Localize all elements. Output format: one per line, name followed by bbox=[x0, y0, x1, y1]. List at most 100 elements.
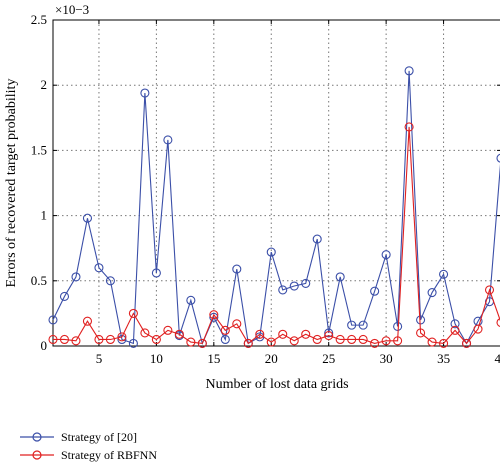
data-point-strategy-20 bbox=[439, 269, 449, 279]
grid-lines bbox=[53, 20, 500, 346]
y-tick-label: 2 bbox=[41, 77, 48, 92]
data-point-strategy-20 bbox=[48, 315, 58, 325]
data-point-rbfnn bbox=[404, 122, 414, 132]
series-rbfnn bbox=[48, 122, 500, 348]
plot-area bbox=[53, 20, 500, 346]
data-point-strategy-20 bbox=[301, 278, 311, 288]
data-point-strategy-20 bbox=[324, 328, 334, 338]
data-point-strategy-20 bbox=[381, 250, 391, 260]
y-tick-label: 2.5 bbox=[31, 12, 47, 27]
data-point-strategy-20 bbox=[358, 320, 368, 330]
data-point-rbfnn bbox=[163, 325, 173, 335]
data-point-strategy-20 bbox=[232, 264, 242, 274]
data-point-rbfnn bbox=[255, 329, 265, 339]
legend-marker-strategy-20 bbox=[32, 432, 42, 442]
data-point-strategy-20 bbox=[82, 213, 93, 223]
data-point-strategy-20 bbox=[289, 281, 299, 291]
data-point-rbfnn bbox=[335, 334, 345, 345]
data-point-strategy-20 bbox=[347, 320, 357, 330]
data-point-rbfnn bbox=[128, 308, 138, 318]
data-point-rbfnn bbox=[473, 324, 483, 334]
data-point-strategy-20 bbox=[427, 287, 437, 298]
data-point-rbfnn bbox=[370, 338, 380, 348]
data-point-rbfnn bbox=[117, 332, 127, 342]
x-tick-label: 25 bbox=[322, 351, 335, 366]
legend-label-rbfnn: Strategy of RBFNN bbox=[61, 448, 157, 462]
data-point-rbfnn bbox=[105, 334, 115, 345]
data-point-rbfnn bbox=[243, 338, 253, 348]
data-point-strategy-20 bbox=[140, 88, 150, 98]
data-point-rbfnn bbox=[186, 337, 196, 347]
data-point-strategy-20 bbox=[335, 272, 345, 282]
y-tick-label: 0 bbox=[41, 338, 48, 353]
data-point-rbfnn bbox=[358, 334, 368, 345]
data-point-strategy-20 bbox=[209, 312, 219, 322]
data-point-rbfnn bbox=[59, 334, 70, 345]
data-point-rbfnn bbox=[94, 334, 104, 345]
data-point-rbfnn bbox=[347, 334, 357, 345]
data-point-strategy-20 bbox=[117, 334, 127, 345]
data-point-strategy-20 bbox=[59, 291, 70, 301]
data-point-rbfnn bbox=[266, 337, 276, 347]
series-line-strategy-20 bbox=[52, 70, 500, 346]
data-point-strategy-20 bbox=[278, 285, 288, 295]
data-point-rbfnn bbox=[220, 325, 230, 335]
data-point-strategy-20 bbox=[496, 153, 500, 163]
x-tick-labels: 5 10 15 20 25 30 35 40 bbox=[96, 351, 500, 366]
x-axis-label: Number of lost data grids bbox=[205, 377, 348, 392]
data-point-rbfnn bbox=[71, 336, 81, 346]
y-tick-label: 1.5 bbox=[31, 142, 47, 157]
data-point-rbfnn bbox=[393, 336, 403, 346]
data-point-strategy-20 bbox=[450, 319, 460, 329]
data-point-strategy-20 bbox=[370, 286, 380, 296]
data-point-strategy-20 bbox=[105, 276, 115, 286]
data-point-strategy-20 bbox=[151, 268, 161, 278]
x-tick-label: 10 bbox=[150, 351, 163, 366]
y-tick-label: 0.5 bbox=[31, 273, 47, 288]
data-point-rbfnn bbox=[496, 318, 500, 327]
data-point-strategy-20 bbox=[71, 272, 81, 282]
data-point-rbfnn bbox=[82, 316, 93, 326]
data-point-rbfnn bbox=[461, 338, 472, 348]
data-point-rbfnn bbox=[301, 329, 311, 339]
data-point-strategy-20 bbox=[266, 247, 276, 257]
data-point-strategy-20 bbox=[220, 334, 230, 345]
y-tick-label: 1 bbox=[41, 208, 48, 223]
data-point-strategy-20 bbox=[128, 338, 138, 348]
y-axis-label: Errors of recovered target probability bbox=[4, 79, 19, 288]
x-tick-label: 40 bbox=[495, 351, 500, 366]
data-point-rbfnn bbox=[289, 336, 299, 346]
data-point-rbfnn bbox=[484, 285, 495, 295]
data-point-rbfnn bbox=[197, 338, 207, 348]
data-point-rbfnn bbox=[312, 334, 322, 345]
data-point-rbfnn bbox=[450, 325, 460, 335]
legend-marker-rbfnn bbox=[32, 450, 42, 460]
x-tick-label: 20 bbox=[265, 351, 278, 366]
data-point-rbfnn bbox=[232, 319, 242, 329]
data-point-rbfnn bbox=[381, 336, 391, 346]
data-point-rbfnn bbox=[151, 334, 161, 345]
data-point-strategy-20 bbox=[404, 66, 414, 76]
x-tick-label: 5 bbox=[96, 351, 103, 366]
data-point-rbfnn bbox=[324, 331, 334, 341]
data-point-rbfnn bbox=[174, 329, 184, 339]
data-point-strategy-20 bbox=[393, 321, 403, 331]
data-point-strategy-20 bbox=[163, 135, 173, 145]
x-tick-label: 35 bbox=[437, 351, 450, 366]
data-point-rbfnn bbox=[48, 334, 58, 345]
y-tick-labels: 0 0.5 1 1.5 2 2.5 bbox=[31, 12, 47, 353]
x-tick-label: 15 bbox=[207, 351, 220, 366]
legend: Strategy of [20] Strategy of RBFNN bbox=[20, 430, 157, 462]
series-group bbox=[48, 66, 500, 348]
data-point-rbfnn bbox=[427, 337, 437, 347]
data-point-strategy-20 bbox=[94, 263, 104, 273]
legend-label-strategy-20: Strategy of [20] bbox=[61, 430, 137, 444]
data-point-rbfnn bbox=[140, 328, 150, 338]
data-point-rbfnn bbox=[416, 328, 426, 338]
data-point-strategy-20 bbox=[186, 295, 196, 305]
data-point-rbfnn bbox=[439, 338, 449, 348]
plot-frame bbox=[52, 19, 500, 347]
series-line-rbfnn bbox=[53, 126, 500, 345]
data-point-rbfnn bbox=[209, 310, 219, 320]
